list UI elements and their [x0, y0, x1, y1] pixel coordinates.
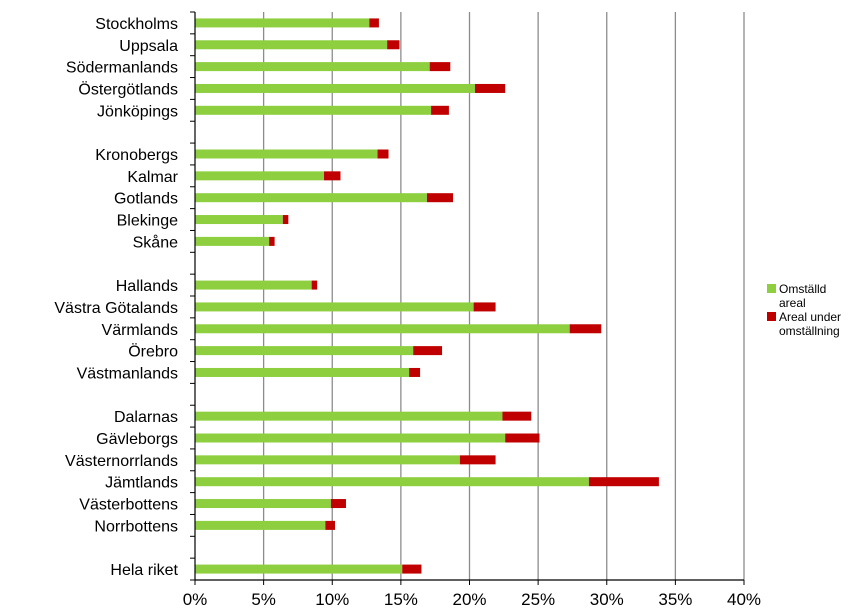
bar-omstalld-20 — [195, 455, 460, 465]
category-label-23: Norrbottens — [94, 518, 178, 535]
bar-under-omstallning-13 — [473, 302, 496, 312]
bar-omstalld-16 — [195, 367, 410, 377]
bar-omstalld-14 — [195, 324, 570, 334]
bar-under-omstallning-21 — [588, 477, 659, 487]
bar-under-omstallning-16 — [409, 367, 421, 377]
bar-under-omstallning-2 — [429, 62, 451, 72]
bar-omstalld-1 — [195, 40, 388, 50]
bar-under-omstallning-1 — [387, 40, 400, 50]
x-tick-label-6: 30% — [590, 590, 624, 609]
bar-omstalld-15 — [195, 346, 414, 356]
category-label-13: Västra Götalands — [54, 300, 178, 317]
bar-omstalld-21 — [195, 477, 589, 487]
category-label-18: Dalarnas — [114, 409, 178, 426]
x-tick-label-2: 10% — [315, 590, 349, 609]
bar-omstalld-2 — [195, 62, 430, 72]
x-tick-labels: 0% 5% 10% 15% 20% 25% 30% 35% 40% — [183, 590, 761, 609]
bar-omstalld-9 — [195, 215, 283, 225]
bar-omstalld-25 — [195, 564, 403, 574]
bar-under-omstallning-14 — [569, 324, 602, 334]
category-label-4: Jönköpings — [97, 103, 178, 120]
bar-under-omstallning-3 — [474, 83, 506, 93]
category-label-0: Stockholms — [95, 16, 178, 33]
category-label-16: Västmanlands — [77, 365, 178, 382]
category-labels: Stockholms Uppsala Södermanlands Östergötla… — [54, 16, 178, 579]
category-label-20: Västernorrlands — [65, 453, 178, 470]
bar-under-omstallning-0 — [369, 18, 379, 28]
bar-under-omstallning-25 — [402, 564, 422, 574]
category-label-25: Hela riket — [110, 562, 178, 579]
legend-label-1-1: omställning — [779, 324, 840, 338]
bar-under-omstallning-4 — [431, 105, 449, 115]
bar-under-omstallning-23 — [325, 520, 335, 530]
category-label-7: Kalmar — [127, 169, 178, 186]
category-label-8: Gotlands — [114, 191, 178, 208]
bar-omstalld-4 — [195, 105, 432, 115]
bar-omstalld-13 — [195, 302, 474, 312]
x-tick-label-1: 5% — [251, 590, 276, 609]
bar-under-omstallning-20 — [459, 455, 496, 465]
category-label-10: Skåne — [133, 233, 178, 251]
bar-omstalld-18 — [195, 411, 503, 421]
bar-under-omstallning-18 — [502, 411, 532, 421]
x-tick-label-3: 15% — [384, 590, 418, 609]
bar-omstalld-10 — [195, 236, 270, 246]
axes — [190, 11, 745, 585]
x-tick-label-0: 0% — [183, 590, 208, 609]
bar-under-omstallning-22 — [330, 499, 346, 509]
bar-omstalld-6 — [195, 149, 378, 159]
bar-omstalld-22 — [195, 499, 331, 509]
bar-omstalld-19 — [195, 433, 506, 443]
legend-label-1-0: Areal under — [779, 310, 841, 324]
bar-omstalld-23 — [195, 520, 326, 530]
category-label-2: Södermanlands — [66, 60, 178, 77]
category-label-6: Kronobergs — [95, 147, 178, 164]
x-tick-label-5: 25% — [521, 590, 555, 609]
bars — [195, 18, 659, 574]
legend-label-0-0: Omställd — [779, 282, 826, 296]
bar-omstalld-0 — [195, 18, 370, 28]
category-label-9: Blekinge — [117, 213, 178, 230]
bar-under-omstallning-6 — [377, 149, 389, 159]
legend-swatch-1 — [767, 312, 776, 321]
x-tick-label-4: 20% — [452, 590, 486, 609]
category-label-19: Gävleborgs — [96, 431, 178, 448]
legend-swatch-0 — [767, 284, 776, 293]
bar-omstalld-8 — [195, 193, 427, 203]
category-label-1: Uppsala — [119, 38, 178, 55]
bar-under-omstallning-19 — [505, 433, 540, 443]
category-label-21: Jämtlands — [105, 475, 178, 492]
x-tick-label-8: 40% — [727, 590, 761, 609]
category-label-14: Värmlands — [102, 322, 178, 339]
bar-under-omstallning-10 — [269, 236, 275, 246]
bar-under-omstallning-7 — [324, 171, 341, 181]
gridlines — [262, 12, 745, 580]
bar-under-omstallning-9 — [282, 215, 289, 225]
bar-omstalld-3 — [195, 83, 475, 93]
x-tick-label-7: 35% — [658, 590, 692, 609]
bar-under-omstallning-15 — [413, 346, 443, 356]
bar-under-omstallning-12 — [311, 280, 318, 290]
category-label-12: Hallands — [116, 278, 178, 295]
bar-omstalld-7 — [195, 171, 325, 181]
legend-label-0-1: areal — [779, 296, 806, 310]
bar-under-omstallning-8 — [426, 193, 454, 203]
bar-omstalld-12 — [195, 280, 312, 290]
category-label-22: Västerbottens — [79, 497, 178, 514]
category-label-15: Örebro — [128, 343, 178, 361]
category-label-3: Östergötlands — [78, 80, 178, 98]
